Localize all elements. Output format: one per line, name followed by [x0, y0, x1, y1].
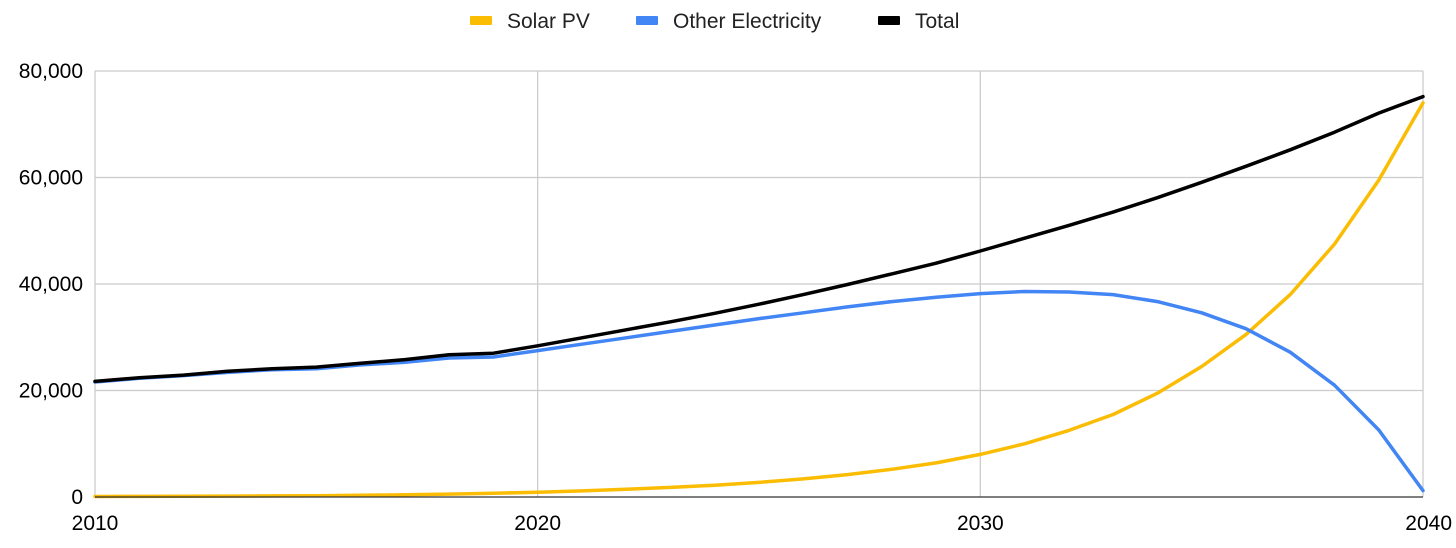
legend-label: Total — [915, 10, 959, 33]
y-tick-label: 40,000 — [19, 273, 83, 296]
x-tick-label: 2020 — [514, 512, 561, 535]
series-line-total — [93, 94, 1425, 384]
legend-swatch — [470, 16, 492, 25]
legend-label: Other Electricity — [673, 10, 822, 33]
y-tick-label: 0 — [71, 486, 83, 509]
legend-item-solar-pv[interactable]: Solar PV — [470, 10, 590, 33]
grid-layer — [94, 70, 1424, 497]
y-tick-label: 20,000 — [19, 380, 83, 403]
axis-layer: 0 20,000 40,000 60,000 80,000 2010 2020 2030 204… — [19, 60, 1452, 535]
x-tick-label: 2030 — [957, 512, 1004, 535]
series-layer — [93, 94, 1425, 499]
legend-swatch — [636, 16, 658, 25]
y-tick-label: 60,000 — [19, 167, 83, 190]
x-tick-label: 2040 — [1405, 512, 1452, 535]
legend-label: Solar PV — [507, 10, 590, 33]
legend[interactable]: Solar PV Other Electricity Total — [470, 10, 959, 33]
x-tick-label: 2010 — [72, 512, 119, 535]
legend-swatch — [878, 16, 900, 25]
series-line-solar-pv — [93, 101, 1425, 499]
legend-item-other-electricity[interactable]: Other Electricity — [636, 10, 822, 33]
legend-item-total[interactable]: Total — [878, 10, 959, 33]
y-tick-label: 80,000 — [19, 60, 83, 83]
